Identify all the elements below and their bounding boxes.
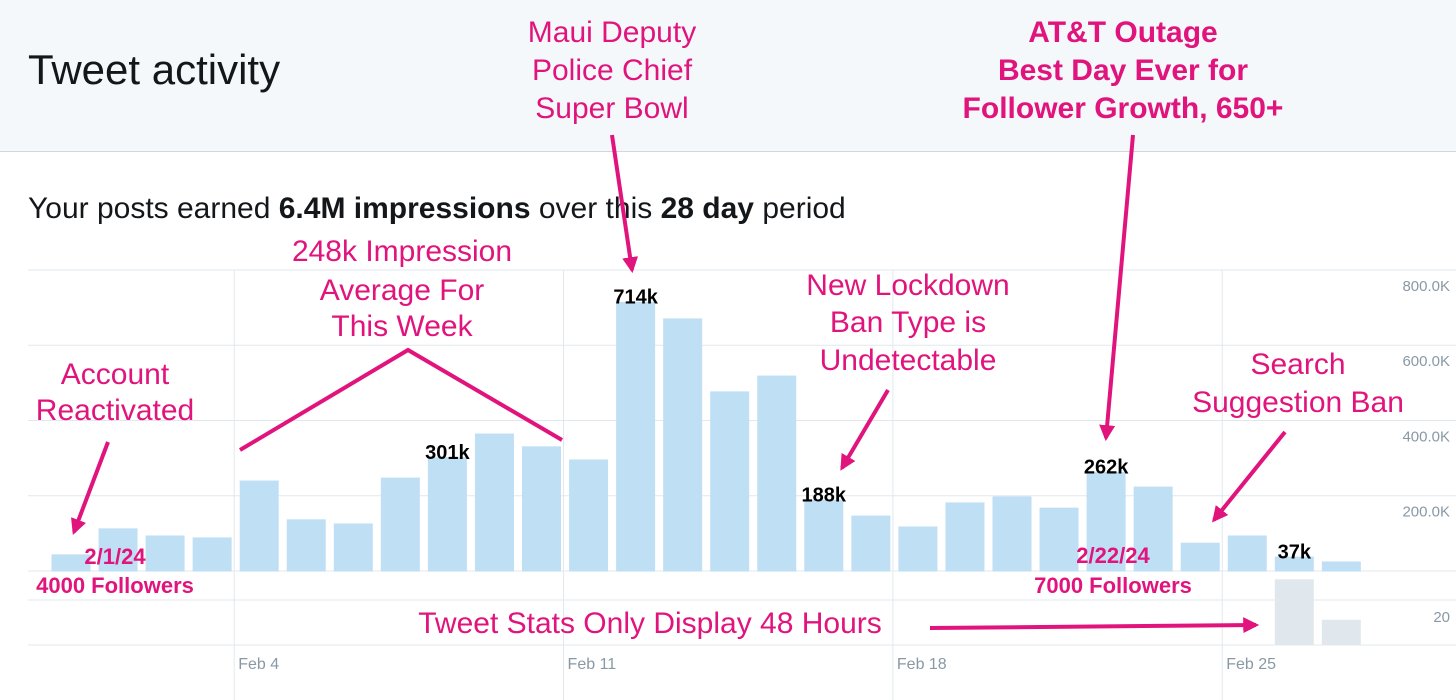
bar <box>51 554 91 572</box>
annotation: 2/22/24 <box>1076 543 1150 568</box>
bar <box>710 391 750 572</box>
bar <box>239 480 279 572</box>
annotation: 2/1/24 <box>84 544 146 569</box>
annotation: 248k Impression <box>292 235 512 268</box>
x-tick-label: Feb 11 <box>568 656 617 673</box>
summary-strong: 28 day <box>660 192 754 225</box>
bar <box>945 502 985 572</box>
y-tick-label: 20 <box>1433 609 1450 626</box>
annotation: Ban Type is <box>830 306 986 339</box>
value-label: 188k <box>802 485 847 507</box>
value-label: 262k <box>1084 457 1129 479</box>
annotation: Reactivated <box>36 394 194 427</box>
annotation: Undetectable <box>820 344 997 377</box>
bar <box>1274 579 1314 646</box>
annotation: Search <box>1250 348 1345 381</box>
bar <box>757 375 797 572</box>
value-label: 714k <box>613 287 658 309</box>
bar <box>992 496 1032 572</box>
bar <box>145 535 185 572</box>
x-tick-label: Feb 4 <box>238 656 279 673</box>
annotation: Follower Growth, 650+ <box>963 92 1284 125</box>
bar <box>1180 542 1220 572</box>
annotation: 4000 Followers <box>36 573 194 598</box>
annotation: This Week <box>331 310 473 343</box>
bar <box>1133 486 1173 572</box>
bar <box>1321 619 1361 646</box>
y-tick-label: 800.0K <box>1402 278 1450 295</box>
bar <box>192 537 232 572</box>
bracket <box>238 347 564 452</box>
bar <box>898 526 938 572</box>
bar <box>380 477 420 572</box>
annotation: Account <box>61 358 170 391</box>
summary: Your posts earned 6.4M impressions over … <box>28 192 846 226</box>
summary-text: over this <box>538 192 653 225</box>
bar <box>1086 471 1126 572</box>
arrow <box>1099 134 1135 442</box>
bar <box>427 457 467 572</box>
bar <box>569 459 609 572</box>
arrow <box>71 441 110 535</box>
bar <box>286 519 326 572</box>
annotation: New Lockdown <box>806 269 1009 302</box>
annotation: AT&T Outage <box>1028 16 1217 49</box>
bar <box>1039 507 1079 572</box>
annotation: Suggestion Ban <box>1192 386 1404 419</box>
title: Tweet activity <box>28 46 281 93</box>
bar <box>98 528 138 572</box>
bar <box>663 318 703 572</box>
x-tick-label: Feb 18 <box>897 656 947 673</box>
header: Tweet activity <box>0 0 1456 152</box>
bar <box>1321 561 1361 572</box>
summary-text: period <box>762 192 846 225</box>
bar <box>522 446 561 572</box>
annotation: Maui Deputy <box>528 16 696 49</box>
bar <box>333 523 373 572</box>
y-tick-label: 600.0K <box>1402 353 1450 370</box>
x-tick-label: Feb 25 <box>1226 656 1276 673</box>
value-label: 301k <box>425 442 470 464</box>
arrow <box>1211 430 1287 523</box>
bar <box>1227 535 1267 572</box>
y-tick-label: 400.0K <box>1402 428 1450 445</box>
annotation: 7000 Followers <box>1034 573 1192 598</box>
value-label: 37k <box>1278 541 1312 563</box>
summary-text: Your posts earned <box>28 192 271 225</box>
bar <box>804 499 844 572</box>
bar <box>616 301 656 572</box>
bar <box>1274 556 1314 572</box>
annotation: Best Day Ever for <box>998 54 1248 87</box>
summary-strong: 6.4M impressions <box>278 192 531 225</box>
annotation: Average For <box>320 274 485 307</box>
arrow <box>610 134 639 274</box>
annotation: Police Chief <box>532 54 693 87</box>
arrow <box>840 388 890 471</box>
annotation: Tweet Stats Only Display 48 Hours <box>418 607 882 640</box>
arrows <box>71 134 1287 634</box>
y-tick-label: 200.0K <box>1402 504 1450 521</box>
arrow <box>929 617 1260 634</box>
annotation: Super Bowl <box>535 92 688 125</box>
bar <box>474 433 514 572</box>
bar <box>851 515 891 572</box>
